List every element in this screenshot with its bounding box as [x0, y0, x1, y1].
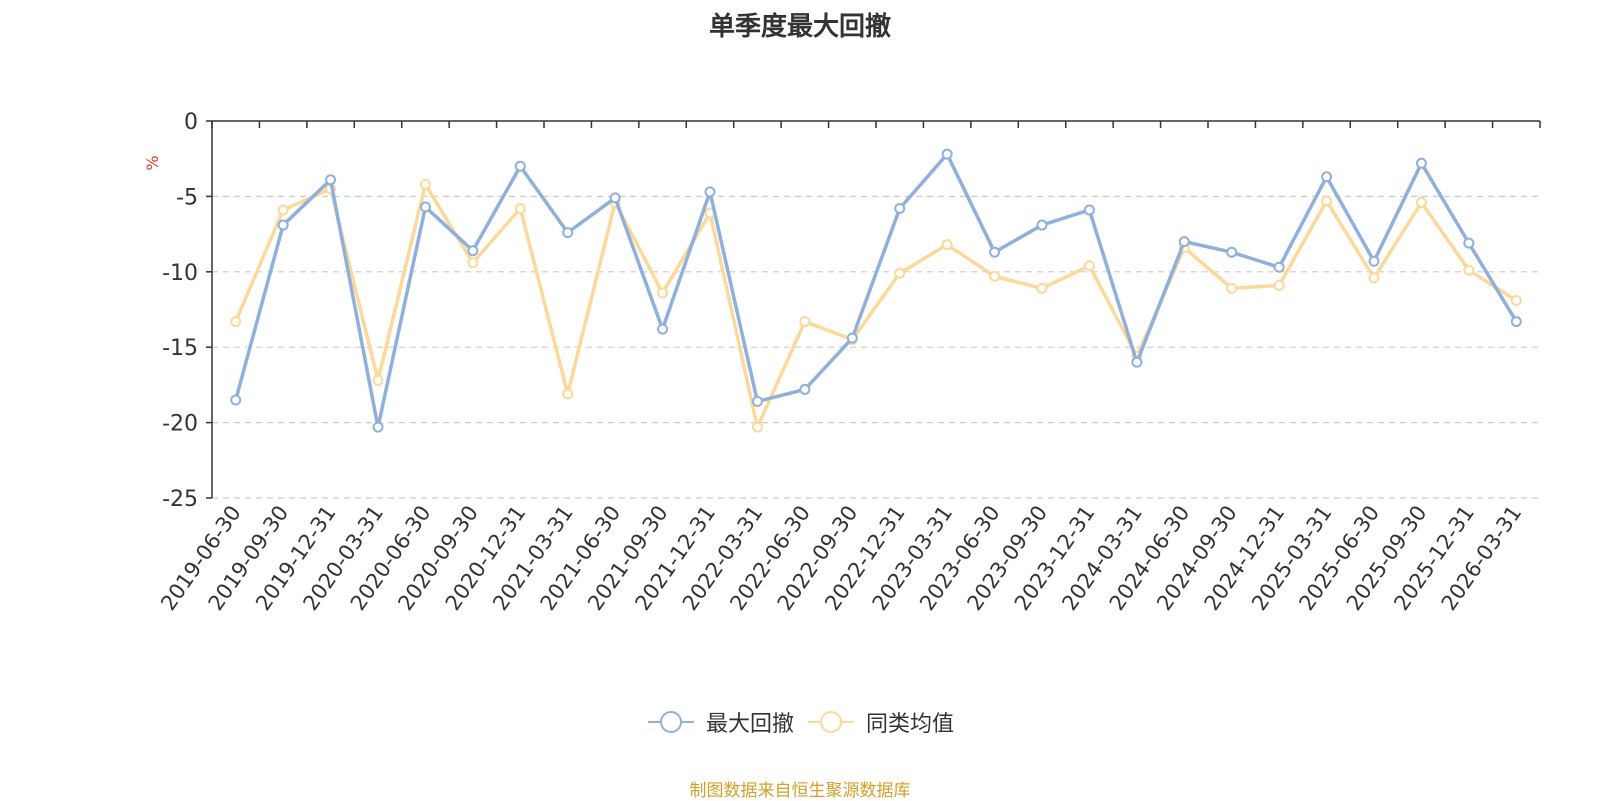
data-point — [1321, 195, 1333, 207]
y-tick-label: -10 — [162, 261, 198, 286]
data-point — [989, 246, 1001, 258]
data-point — [657, 287, 669, 299]
data-point — [325, 174, 337, 186]
data-point — [1131, 356, 1143, 368]
legend-label: 最大回撤 — [705, 712, 794, 737]
data-point — [846, 332, 858, 344]
data-point — [1510, 294, 1522, 306]
data-point — [514, 160, 526, 172]
data-point — [894, 267, 906, 279]
data-point — [989, 270, 1001, 282]
data-point — [562, 227, 574, 239]
y-tick-label: -5 — [176, 185, 198, 210]
source-note: 制图数据来自恒生聚源数据库 — [689, 781, 911, 801]
data-point — [609, 192, 621, 204]
data-point — [1463, 264, 1475, 276]
legend-marker-icon — [647, 711, 694, 733]
chart-title: 单季度最大回撤 — [708, 12, 891, 42]
data-point — [1083, 204, 1095, 216]
data-point — [941, 239, 953, 251]
legend-item-2[interactable]: 同类均值 — [806, 706, 954, 738]
y-tick-label: 0 — [184, 110, 198, 135]
data-point — [799, 316, 811, 328]
data-point — [1226, 282, 1238, 294]
data-point — [1273, 261, 1285, 273]
data-point — [419, 178, 431, 190]
data-point — [894, 202, 906, 214]
data-point — [941, 148, 953, 160]
y-tick-label: -15 — [162, 336, 198, 361]
data-point — [514, 202, 526, 214]
data-point — [704, 186, 716, 198]
y-tick-label: -25 — [162, 487, 198, 512]
data-point — [1083, 260, 1095, 272]
y-tick-label: -20 — [162, 412, 198, 437]
data-point — [467, 257, 479, 269]
data-point — [657, 323, 669, 335]
data-point — [799, 383, 811, 395]
data-point — [372, 421, 384, 433]
data-point — [1510, 316, 1522, 328]
data-point — [230, 316, 242, 328]
data-point — [230, 394, 242, 406]
series-line-2 — [234, 182, 1518, 429]
data-point — [562, 388, 574, 400]
legend-item-1[interactable]: 最大回撤 — [646, 706, 794, 738]
data-point — [1415, 157, 1427, 169]
data-point — [751, 421, 763, 433]
data-point — [1036, 219, 1048, 231]
data-point — [277, 204, 289, 216]
y-axis-label: % — [143, 155, 162, 170]
legend: 最大回撤 同类均值 — [0, 706, 1600, 738]
series-line-1 — [234, 152, 1518, 429]
data-point — [1463, 237, 1475, 249]
legend-label: 同类均值 — [866, 712, 955, 737]
data-point — [467, 245, 479, 257]
data-point — [1178, 236, 1190, 248]
data-point — [751, 395, 763, 407]
data-point — [372, 374, 384, 386]
data-point — [1321, 171, 1333, 183]
data-point — [419, 201, 431, 213]
data-point — [1226, 246, 1238, 258]
data-point — [277, 219, 289, 231]
data-point — [1273, 279, 1285, 291]
data-point — [1415, 196, 1427, 208]
data-point — [1036, 282, 1048, 294]
legend-marker-icon — [808, 711, 854, 733]
data-point — [1368, 255, 1380, 267]
data-point — [1368, 272, 1380, 284]
